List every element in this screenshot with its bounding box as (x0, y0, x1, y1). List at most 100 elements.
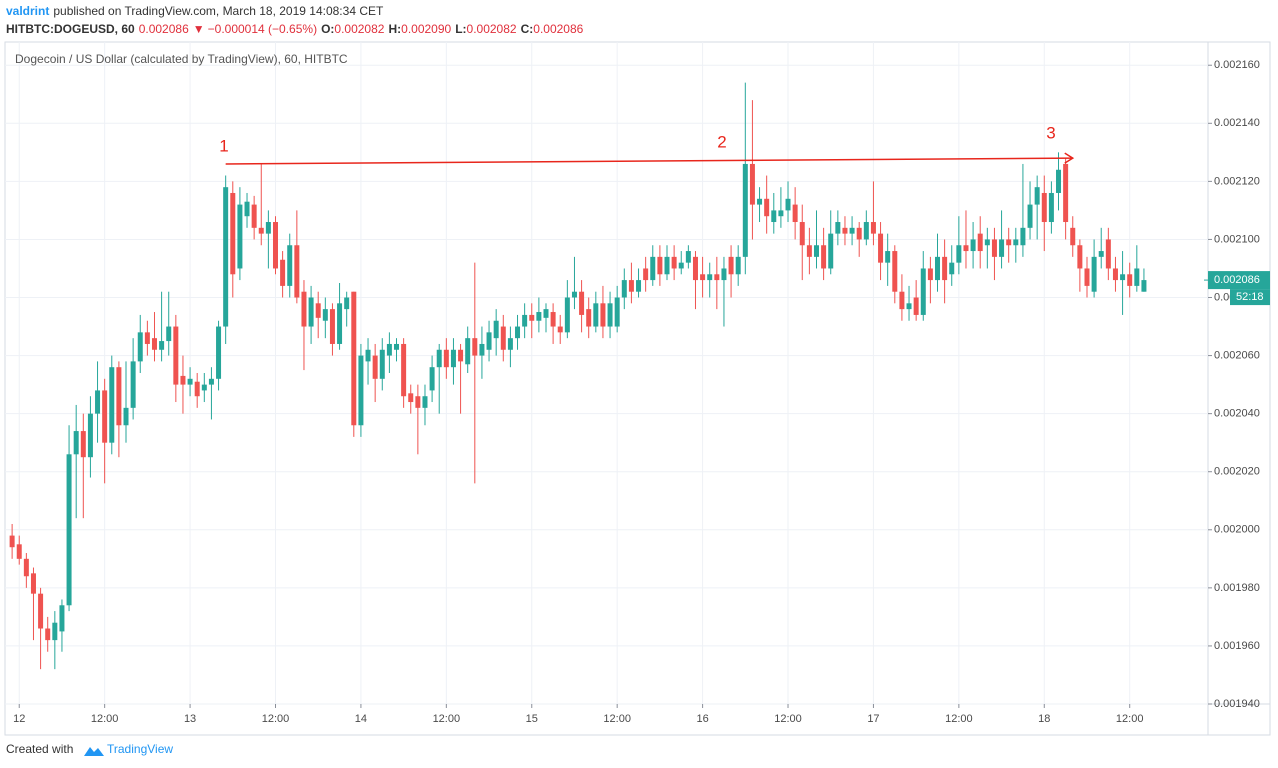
candle-body (899, 291, 905, 310)
candle-body (151, 338, 157, 350)
x-tick-label: 17 (867, 713, 879, 725)
candle-body (251, 204, 257, 228)
x-tick-label: 12:00 (603, 713, 631, 725)
candle-body (927, 268, 933, 281)
candle-body (700, 274, 706, 281)
countdown-label: 52:18 (1236, 291, 1264, 303)
candle-body (144, 332, 150, 344)
candle-body (522, 314, 528, 327)
candle-body (970, 239, 976, 252)
x-tick-label: 14 (355, 713, 367, 725)
last-price-tag (1208, 271, 1270, 290)
candle-body (863, 222, 869, 240)
candle-body (636, 280, 642, 292)
candle-body (1112, 268, 1118, 281)
quote-key: L: (455, 22, 466, 36)
candle-body (59, 605, 65, 632)
annotation: 3 (1046, 123, 1055, 142)
candle-body (1006, 239, 1012, 246)
x-tick-label: 12:00 (774, 713, 802, 725)
author: valdrint (6, 4, 49, 18)
candle-body (878, 233, 884, 263)
arrow: ▼ (193, 22, 205, 36)
candle-body (550, 312, 556, 327)
candle-body (1127, 274, 1133, 286)
candle-body (130, 361, 136, 408)
x-tick-label: 12:00 (433, 713, 461, 725)
candle-body (785, 198, 791, 211)
candle-body (1056, 169, 1062, 193)
candle-body (963, 245, 969, 252)
y-tick-label: 0.002120 (1214, 175, 1260, 187)
candle-body (1077, 245, 1083, 269)
candle-body (685, 251, 691, 263)
candle-body (23, 558, 29, 577)
candle-body (493, 320, 499, 339)
candle-body (749, 163, 755, 205)
candle-body (771, 210, 777, 223)
trendline-arrow (1064, 152, 1075, 164)
candle-body (1027, 204, 1033, 228)
candle-body (315, 303, 321, 318)
candle-body (38, 593, 44, 629)
candle-body (742, 163, 748, 257)
candle-body (137, 332, 143, 362)
candle-body (443, 349, 449, 368)
candle-body (515, 326, 521, 339)
candle-body (102, 390, 108, 443)
candle-body (458, 349, 464, 362)
candle-body (280, 259, 286, 286)
candle-body (792, 204, 798, 223)
candle-body (294, 245, 300, 298)
y-tick-label: 0.002160 (1214, 59, 1260, 71)
y-tick-label: 0.002040 (1214, 408, 1260, 420)
candle-body (892, 251, 898, 292)
quote-line: HITBTC:DOGEUSD, 60 0.002086 ▼ −0.000014 (−0… (6, 22, 584, 36)
candle-body (949, 262, 955, 275)
chart-title: Dogecoin / US Dollar (calculated by Trad… (15, 52, 348, 66)
candle-body (265, 222, 271, 234)
candle-body (935, 256, 941, 281)
candle-body (977, 233, 983, 252)
candle-body (244, 201, 250, 217)
candle-body (422, 396, 428, 408)
quote-value: 0.002082 (467, 22, 517, 36)
candle-body (201, 384, 207, 391)
candle-body (116, 367, 122, 426)
candle-body (920, 268, 926, 315)
candle-body (657, 256, 663, 275)
header-line: valdrint published on TradingView.com, Ma… (6, 4, 384, 18)
countdown-tag (1230, 289, 1270, 306)
change: −0.000014 (−0.65%) (208, 22, 317, 36)
candle-body (536, 312, 542, 321)
candle-body (472, 338, 478, 356)
candle-body (707, 274, 713, 281)
candle-body (80, 431, 86, 458)
candle-body (714, 274, 720, 281)
candle-body (906, 303, 912, 310)
trendline (225, 157, 1073, 165)
candle-body (272, 222, 278, 269)
candle-body (593, 303, 599, 327)
candle-body (436, 349, 442, 368)
quote-key: H: (388, 22, 401, 36)
candle-body (999, 239, 1005, 257)
x-tick-label: 15 (526, 713, 538, 725)
price: 0.002086 (139, 22, 189, 36)
candle-body (166, 326, 172, 342)
candle-body (643, 268, 649, 281)
candle-body (913, 297, 919, 315)
candle-body (30, 573, 36, 594)
candle-body (579, 291, 585, 315)
quote-value: 0.002090 (401, 22, 451, 36)
x-tick-label: 13 (184, 713, 196, 725)
candle-body (671, 256, 677, 269)
candle-body (507, 338, 513, 350)
quote-value: 0.002086 (533, 22, 583, 36)
quote-key: O: (321, 22, 334, 36)
candle-body (223, 187, 229, 327)
y-tick-label: 0.002020 (1214, 466, 1260, 478)
candle-body (230, 192, 236, 275)
candle-body (799, 222, 805, 246)
candle-body (386, 343, 392, 356)
